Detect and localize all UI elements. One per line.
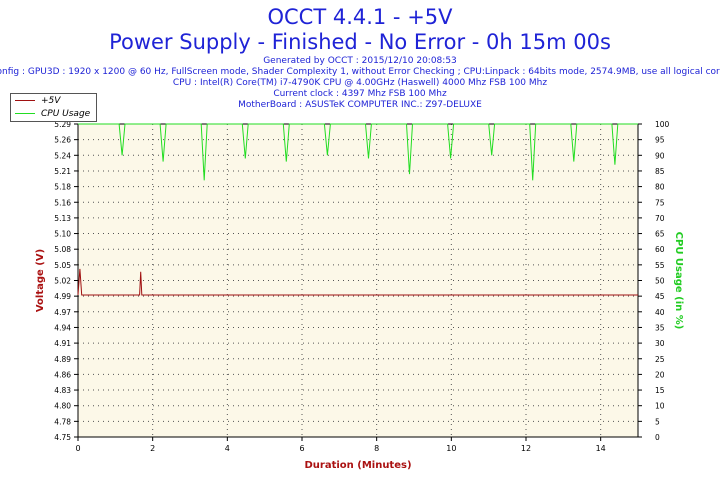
series-line-voltage [77,268,638,296]
y-tick-label-right: 100 [655,120,670,129]
y-tick-label-left: 4.89 [54,355,71,364]
y-tick-label-right: 95 [655,136,665,145]
y-tick-label-left: 4.78 [54,417,71,426]
y-tick-label-right: 5 [655,417,660,426]
info-config: Config : GPU3D : 1920 x 1200 @ 60 Hz, Fu… [0,67,720,77]
y-axis-label-left: Voltage (V) [35,249,46,312]
x-tick-label: 8 [374,444,379,453]
y-tick-label-left: 5.26 [54,136,71,145]
y-tick-label-right: 55 [655,261,665,270]
y-tick-label-right: 35 [655,323,665,332]
x-tick-label: 0 [75,444,80,453]
x-axis-label: Duration (Minutes) [304,460,411,471]
y-tick-label-right: 15 [655,386,665,395]
y-tick-label-right: 60 [655,245,665,254]
y-tick-label-left: 4.91 [54,339,71,348]
info-motherboard: MotherBoard : ASUSTeK COMPUTER INC.: Z97… [238,100,482,110]
y-tick-label-left: 4.80 [54,402,71,411]
x-tick-label: 4 [225,444,230,453]
legend-item-cpu: CPU Usage [15,108,90,120]
chart-subtitle: Power Supply - Finished - No Error - 0h … [109,30,611,54]
y-tick-label-left: 4.75 [54,433,71,442]
y-tick-label-right: 65 [655,230,665,239]
legend: +5V CPU Usage [10,93,97,122]
y-tick-label-right: 40 [655,308,665,317]
y-tick-label-left: 5.29 [54,120,71,129]
x-tick-label: 2 [150,444,155,453]
y-tick-label-right: 25 [655,355,665,364]
y-tick-label-right: 45 [655,292,665,301]
y-tick-label-left: 5.13 [54,214,71,223]
y-tick-label-left: 5.24 [54,151,71,160]
x-tick-label: 14 [596,444,606,453]
y-tick-label-left: 4.86 [54,370,71,379]
info-cpu: CPU : Intel(R) Core(TM) i7-4790K CPU @ 4… [172,78,548,88]
y-tick-label-right: 10 [655,402,665,411]
y-tick-label-left: 4.94 [54,323,71,332]
y-tick-label-right: 80 [655,183,665,192]
y-axis-label-right: CPU Usage (in %) [673,232,684,330]
y-tick-label-left: 4.99 [54,292,71,301]
y-tick-label-left: 5.05 [54,261,71,270]
y-tick-label-left: 5.02 [54,277,71,286]
y-tick-label-left: 4.83 [54,386,71,395]
y-tick-label-left: 5.21 [54,167,71,176]
y-tick-label-right: 90 [655,151,665,160]
legend-swatch-cpu [15,113,35,114]
series-line-cpu [78,123,638,181]
y-tick-label-right: 50 [655,277,665,286]
legend-label-cpu: CPU Usage [41,109,91,119]
y-tick-label-left: 4.97 [54,308,71,317]
y-tick-label-right: 85 [655,167,665,176]
y-tick-label-right: 70 [655,214,665,223]
y-tick-label-left: 5.16 [54,198,71,207]
chart-title: OCCT 4.4.1 - +5V [267,5,453,29]
y-tick-label-right: 20 [655,370,665,379]
y-tick-label-left: 5.08 [54,245,71,254]
y-tick-label-left: 5.10 [54,230,71,239]
x-tick-label: 10 [446,444,456,453]
y-tick-label-right: 0 [655,433,660,442]
legend-item-voltage: +5V [15,95,60,107]
y-tick-label-right: 75 [655,198,665,207]
y-tick-label-right: 30 [655,339,665,348]
y-tick-label-left: 5.18 [54,183,71,192]
info-generated: Generated by OCCT : 2015/12/10 20:08:53 [263,56,457,66]
info-clock: Current clock : 4397 Mhz FSB 100 Mhz [273,89,447,99]
x-tick-label: 6 [299,444,304,453]
legend-label-voltage: +5V [41,96,61,106]
legend-swatch-voltage [15,100,35,101]
x-tick-label: 12 [521,444,531,453]
